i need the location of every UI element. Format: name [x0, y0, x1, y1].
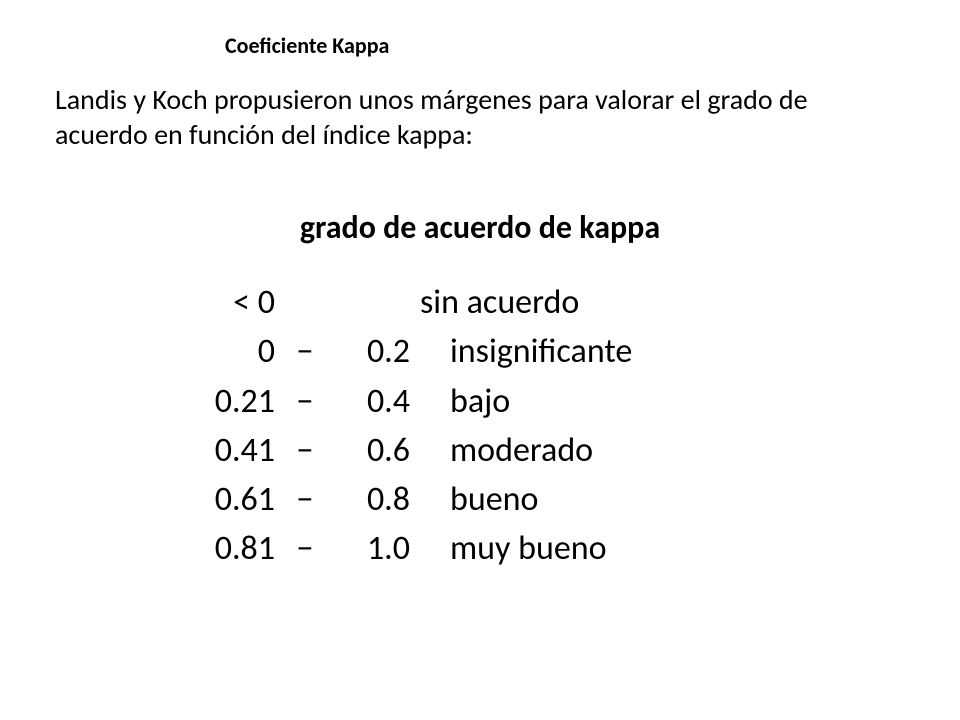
- range-high: 0.4: [335, 377, 410, 426]
- table-row: 0.21−0.4 bajo: [180, 377, 632, 426]
- range-label: moderado: [450, 426, 593, 475]
- range-high: 0.6: [335, 426, 410, 475]
- table-row: 0.61−0.8 bueno: [180, 475, 632, 524]
- range-low: 0.81: [180, 524, 275, 573]
- range-label: muy bueno: [450, 524, 607, 573]
- range-high: 1.0: [335, 524, 410, 573]
- slide-header: Coeficiente Kappa: [225, 32, 389, 59]
- slide: Coeficiente Kappa Landis y Koch propusie…: [0, 0, 960, 720]
- range-low: < 0: [180, 278, 275, 327]
- range-high: 0.2: [335, 327, 410, 376]
- range-dash: −: [275, 426, 335, 475]
- range-low: 0.61: [180, 475, 275, 524]
- intro-paragraph: Landis y Koch propusieron unos márgenes …: [55, 82, 900, 152]
- range-label: sin acuerdo: [420, 278, 579, 327]
- kappa-table: < 0sin acuerdo 0−0.2insignificante 0.21−…: [180, 278, 632, 574]
- range-dash: −: [275, 377, 335, 426]
- range-low: 0: [180, 327, 275, 376]
- table-row: 0.81−1.0 muy bueno: [180, 524, 632, 573]
- range-low: 0.21: [180, 377, 275, 426]
- table-title: grado de acuerdo de kappa: [0, 208, 960, 247]
- range-dash: −: [275, 327, 335, 376]
- range-dash: −: [275, 475, 335, 524]
- range-label: insignificante: [450, 327, 632, 376]
- table-row: 0−0.2 insignificante: [180, 327, 632, 376]
- range-high: 0.8: [335, 475, 410, 524]
- table-row: 0.41−0.6 moderado: [180, 426, 632, 475]
- table-row: < 0 sin acuerdo: [180, 278, 632, 327]
- range-dash: −: [275, 524, 335, 573]
- range-label: bajo: [450, 377, 510, 426]
- range-label: bueno: [450, 475, 538, 524]
- range-low: 0.41: [180, 426, 275, 475]
